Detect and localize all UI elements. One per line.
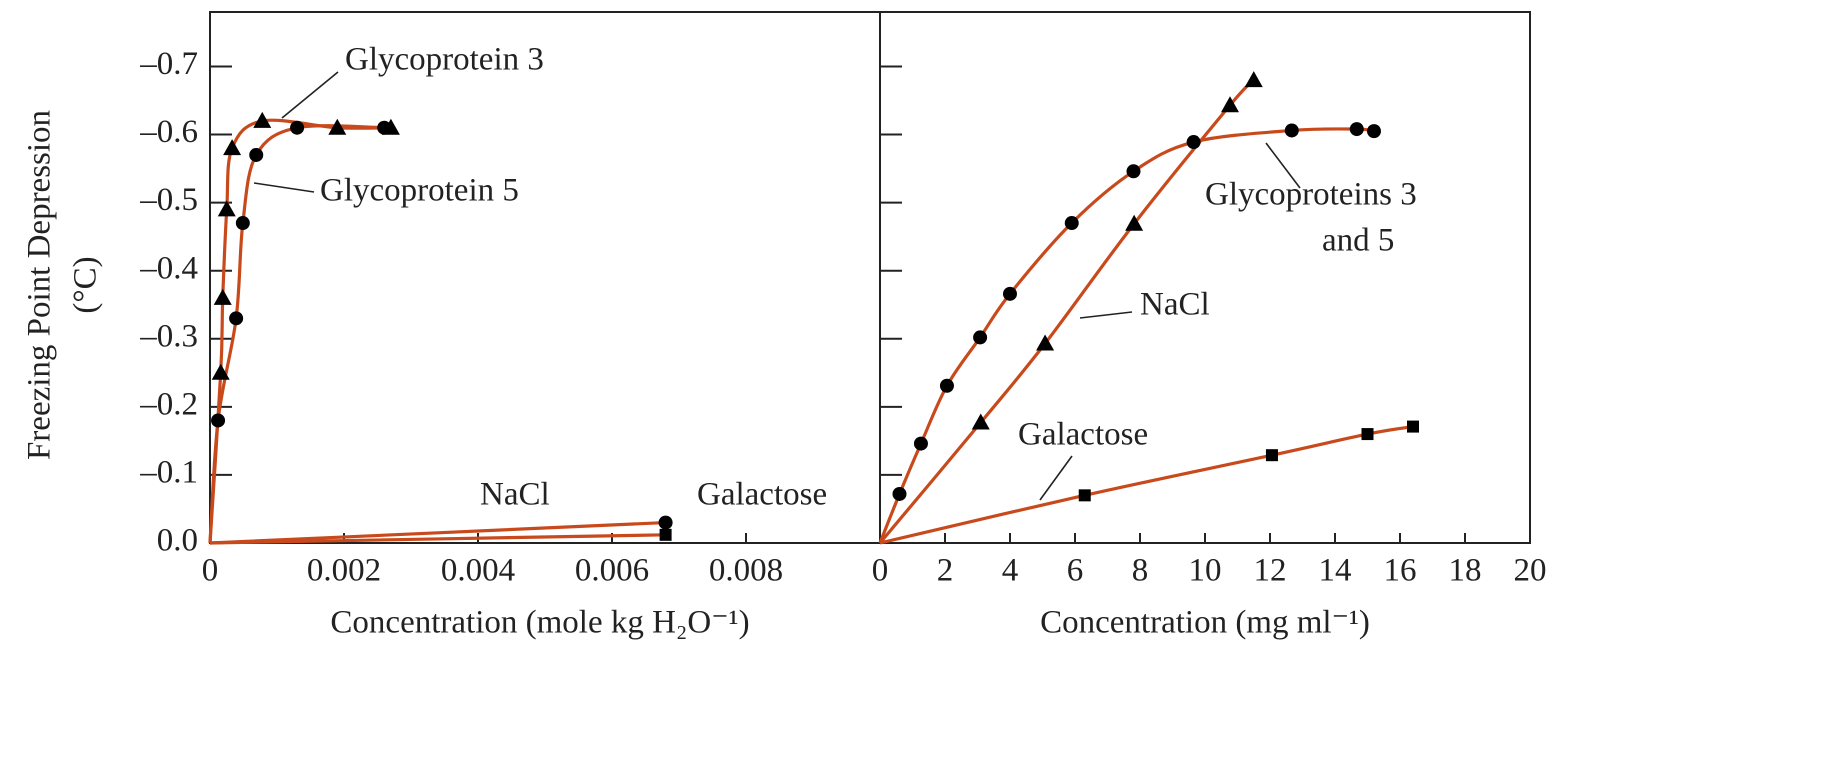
triangle-marker: [223, 139, 242, 156]
x-tick-label: 6: [1067, 553, 1084, 589]
leader: [1079, 311, 1133, 319]
circle-marker: [1367, 124, 1381, 139]
y-axis-label: (°C): [68, 256, 104, 313]
x-tick-label: 0: [202, 553, 219, 589]
leader: [281, 71, 339, 119]
square-marker: [659, 528, 672, 541]
square-marker: [1078, 489, 1091, 502]
left-frame: [209, 11, 881, 544]
circle-marker: [1349, 122, 1364, 137]
triangle-marker: [217, 200, 236, 217]
square-marker: [1265, 449, 1278, 462]
triangle-marker: [213, 288, 232, 305]
square-marker: [1407, 420, 1419, 433]
x-tick-label: 14: [1319, 553, 1352, 589]
x-tick-label: 2: [937, 553, 954, 589]
circle-marker: [1064, 216, 1079, 231]
x-axis-label: Concentration (mg ml⁻¹): [1040, 605, 1370, 641]
x-tick-label: 0.002: [307, 553, 381, 589]
leader: [253, 182, 315, 193]
x-tick-label: 0.008: [709, 553, 783, 589]
circle-marker: [1003, 286, 1017, 301]
y-tick-label: –0.4: [139, 250, 198, 286]
triangle-marker: [1221, 96, 1240, 113]
triangle-marker: [211, 363, 230, 380]
annotation: Glycoprotein 5: [320, 173, 519, 209]
x-axis-label: Concentration (mole kg H₂O⁻¹): [330, 605, 749, 641]
annotation: Glycoprotein 3: [345, 42, 544, 78]
annotation: NaCl: [480, 477, 550, 513]
annotation: Glycoproteins 3: [1205, 177, 1417, 213]
circle-marker: [1126, 164, 1141, 179]
x-tick-label: 12: [1254, 553, 1287, 589]
annotation: and 5: [1322, 223, 1394, 259]
y-tick-label: –0.5: [139, 182, 198, 218]
x-tick-label: 8: [1132, 553, 1149, 589]
triangle-marker: [1244, 71, 1263, 88]
circle-marker: [1284, 123, 1299, 138]
x-tick-label: 10: [1189, 553, 1222, 589]
triangle-marker: [253, 111, 272, 128]
y-tick-label: –0.1: [139, 455, 198, 491]
triangle-marker: [1036, 334, 1055, 351]
x-tick-label: 18: [1449, 553, 1482, 589]
circle-marker: [377, 120, 392, 135]
square-marker: [1361, 428, 1374, 441]
x-tick-label: 20: [1514, 553, 1547, 589]
leader: [1265, 142, 1301, 189]
y-tick-label: –0.2: [139, 386, 198, 422]
right-frame: [879, 11, 1531, 544]
circle-marker: [229, 311, 244, 326]
x-tick-label: 4: [1002, 553, 1019, 589]
y-tick-label: –0.7: [139, 46, 198, 82]
circle-marker: [235, 216, 250, 231]
series-line: [209, 533, 666, 545]
circle-marker: [973, 330, 988, 345]
y-tick-label: –0.3: [139, 318, 198, 354]
leader: [1039, 455, 1073, 501]
circle-marker: [211, 413, 226, 428]
y-tick-label: –0.6: [139, 114, 198, 150]
x-tick-label: 0: [872, 553, 889, 589]
triangle-marker: [328, 118, 347, 135]
annotation: Galactose: [697, 477, 827, 513]
y-axis-label: Freezing Point Depression: [22, 110, 58, 460]
circle-marker: [290, 120, 305, 135]
x-tick-label: 16: [1384, 553, 1417, 589]
x-tick-label: 0.006: [575, 553, 649, 589]
circle-marker: [658, 515, 673, 530]
triangle-marker: [1125, 214, 1144, 231]
triangle-marker: [971, 413, 990, 430]
annotation: NaCl: [1140, 287, 1210, 323]
circle-marker: [913, 436, 928, 451]
y-tick-label: 0.0: [157, 523, 198, 559]
x-tick-label: 0.004: [441, 553, 515, 589]
circle-marker: [939, 378, 954, 393]
circle-marker: [1186, 135, 1201, 150]
annotation: Galactose: [1018, 417, 1148, 453]
circle-marker: [892, 486, 907, 501]
circle-marker: [249, 147, 264, 162]
